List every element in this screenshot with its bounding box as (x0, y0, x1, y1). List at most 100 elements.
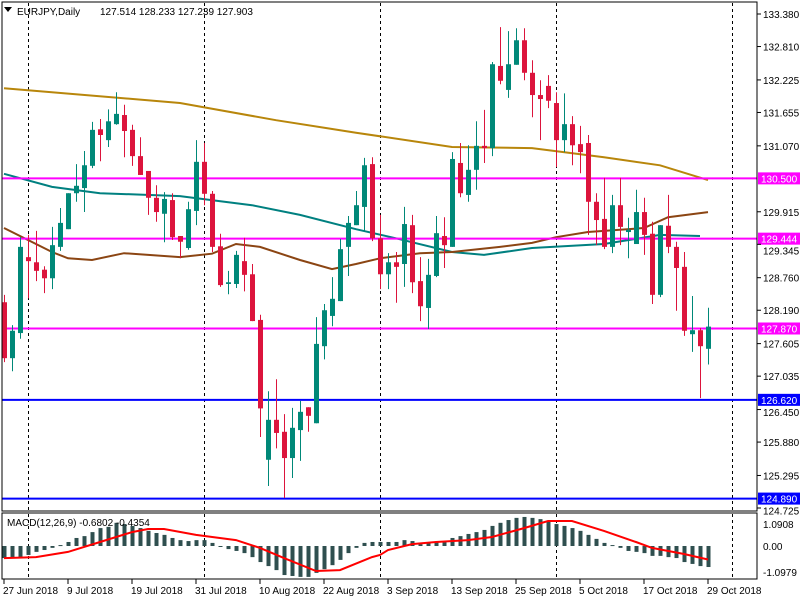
macd-histogram-bar (58, 545, 63, 547)
candle-body (642, 212, 647, 235)
price-tick-label: 132.810 (763, 43, 800, 54)
macd-histogram-bar (90, 532, 95, 546)
moving-average-line (3, 211, 709, 271)
candle-body (226, 282, 231, 284)
time-tick-label: 3 Sep 2018 (387, 586, 439, 597)
candle-body (210, 193, 215, 247)
price-tick-label: 129.915 (763, 208, 800, 219)
macd-histogram-bar (554, 524, 559, 546)
candle-body (578, 144, 583, 153)
candle-body (482, 145, 487, 149)
time-tick-label: 29 Oct 2018 (707, 586, 762, 597)
macd-histogram-bar (610, 545, 615, 547)
candle-body (554, 103, 559, 141)
candle-body (42, 269, 47, 279)
time-tick-label: 27 Jun 2018 (3, 586, 58, 597)
candle-body (18, 246, 23, 334)
candle-body (386, 262, 391, 275)
macd-histogram-bar (266, 546, 271, 567)
level-price-tag (758, 322, 800, 335)
candle-body (338, 249, 343, 302)
macd-histogram-bar (18, 546, 23, 558)
macd-histogram-bar (274, 546, 279, 571)
time-tick-label: 17 Oct 2018 (643, 586, 698, 597)
level-price-label: 130.500 (761, 174, 798, 185)
macd-histogram-bar (530, 517, 535, 546)
macd-histogram-bar (634, 546, 639, 552)
price-tick-label: 131.655 (763, 108, 800, 119)
candle-body (418, 281, 423, 307)
macd-histogram-bar (594, 538, 599, 546)
level-price-label: 126.620 (761, 396, 798, 407)
time-tick-label: 31 Jul 2018 (195, 586, 247, 597)
time-tick-label: 10 Aug 2018 (259, 586, 316, 597)
macd-histogram-bar (442, 541, 447, 546)
candle-body (410, 225, 415, 283)
macd-histogram-bar (82, 536, 87, 546)
axes (1, 1, 758, 580)
candle-body (650, 233, 655, 295)
macd-histogram-bar (194, 540, 199, 546)
candle-body (626, 229, 631, 233)
price-tick-label: 127.605 (763, 340, 800, 351)
candle-body (162, 198, 167, 214)
candle-body (74, 185, 79, 194)
candle-body (178, 236, 183, 242)
candles (2, 27, 711, 499)
candle-body (610, 205, 615, 247)
price-tick-label: 125.295 (763, 471, 800, 482)
macd-histogram-bar (114, 522, 119, 546)
macd-histogram-bar (618, 546, 623, 548)
macd-histogram-bar (642, 546, 647, 554)
macd-histogram-bar (330, 546, 335, 566)
price-tick-label: 128.190 (763, 306, 800, 317)
level-price-label: 129.444 (761, 235, 798, 246)
candle-body (522, 40, 527, 73)
level-price-tag (758, 393, 800, 406)
macd-signal-line (3, 520, 709, 573)
macd-histogram-bar (146, 530, 151, 546)
macd-histogram-bar (354, 546, 359, 548)
triangle-down-icon[interactable] (4, 7, 12, 12)
grid-lines (28, 3, 733, 579)
macd-histogram-bar (26, 546, 31, 555)
macd-histogram-bar (10, 546, 15, 559)
macd-histogram-bar (538, 519, 543, 546)
macd-histogram-bar (74, 537, 79, 546)
main-panel-border (1, 1, 758, 512)
macd-histogram-bar (394, 541, 399, 546)
macd-histogram-bar (34, 546, 39, 552)
candle-body (562, 124, 567, 141)
macd-histogram-bar (426, 542, 431, 546)
candle-body (26, 257, 31, 262)
macd-histogram-bar (322, 546, 327, 570)
candle-body (258, 319, 263, 409)
candle-body (658, 225, 663, 295)
macd-tick-label: -1.0979 (763, 568, 797, 579)
candle-body (242, 261, 247, 275)
candle-body (594, 201, 599, 221)
price-tick-label: 124.725 (763, 507, 800, 518)
price-tick-label: 128.760 (763, 274, 800, 285)
candle-body (50, 245, 55, 279)
candle-body (378, 238, 383, 275)
macd-histogram-bar (386, 541, 391, 546)
macd-histogram-bar (402, 540, 407, 546)
candle-body (154, 197, 159, 213)
candle-body (66, 193, 71, 230)
macd-histogram-bar (50, 546, 55, 548)
macd-histogram-bar (210, 542, 215, 546)
macd-histogram-bar (314, 546, 319, 573)
macd-histogram-bar (226, 546, 231, 550)
macd-histogram-bar (2, 546, 7, 559)
candle-body (106, 121, 111, 141)
price-tick-label: 133.380 (763, 10, 800, 21)
candle-body (218, 246, 223, 286)
macd-tick-label: 0.00 (763, 542, 783, 553)
horizontal-levels[interactable]: 130.500 129.444 127.870 126.620 124.890 (2, 172, 800, 506)
candle-body (234, 254, 239, 284)
candle-body (402, 224, 407, 264)
macd-histogram-bar (602, 542, 607, 546)
chart-ohlc: 127.514 128.233 127.239 127.903 (100, 7, 253, 18)
